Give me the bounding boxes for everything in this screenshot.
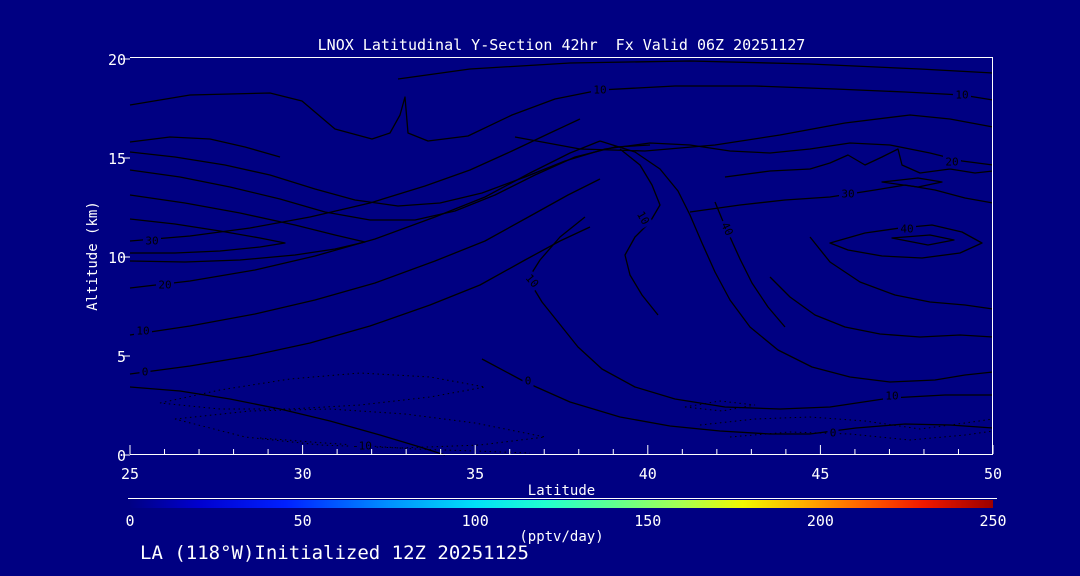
contour-line-negative: [729, 430, 994, 441]
contour-line: [881, 177, 943, 188]
colorbar-unit-label: (pptv/day): [519, 529, 604, 545]
contour-line-negative: [684, 400, 756, 412]
x-tick-label: 35: [466, 465, 485, 483]
svg-text:0: 0: [525, 375, 532, 388]
contour-line: [129, 386, 446, 456]
x-tick-label: 50: [983, 465, 1003, 483]
svg-text:0: 0: [142, 366, 149, 379]
svg-text:10: 10: [523, 272, 541, 291]
svg-text:30: 30: [145, 235, 158, 248]
contour-label: 0: [522, 374, 534, 388]
x-tick-label: 30: [293, 465, 312, 483]
y-tick-label: 10: [107, 249, 126, 267]
contour-label: 10: [134, 324, 152, 338]
svg-text:40: 40: [718, 220, 735, 238]
contour-label: 40: [717, 218, 737, 240]
colorbar-gradient: [130, 500, 993, 508]
svg-text:-10: -10: [352, 440, 372, 453]
contour-label: 20: [156, 278, 174, 292]
x-tick-label: 45: [811, 465, 830, 483]
svg-text:0: 0: [830, 427, 837, 440]
contour-line: [129, 142, 994, 207]
colorbar-tick-label: 150: [634, 512, 662, 530]
contour-line: [129, 178, 601, 336]
colorbar-tick-label: 200: [806, 512, 834, 530]
contour-line: [809, 236, 994, 310]
contour-plot-svg: 10 10 20 30 40 40 10 10 30 20 10 0 0 10 0 -10: [123, 57, 994, 456]
contour-label: 10: [591, 83, 609, 97]
y-tick-label: 20: [107, 51, 126, 69]
contour-label: 10: [632, 206, 654, 230]
svg-text:10: 10: [634, 209, 652, 227]
contour-line: [129, 118, 581, 242]
contour-line: [599, 140, 994, 383]
contour-line: [129, 140, 601, 289]
x-tick-label: 40: [638, 465, 657, 483]
contour-label: 10: [521, 269, 543, 293]
svg-text:10: 10: [955, 89, 968, 102]
svg-text:20: 20: [945, 156, 958, 169]
contour-label: 0: [827, 426, 839, 440]
contour-label: 30: [143, 234, 161, 248]
contour-line-negative: [699, 416, 994, 430]
contour-line-negative: [159, 372, 486, 410]
contour-line: [891, 234, 955, 246]
svg-text:30: 30: [841, 188, 854, 201]
colorbar-tick-label: 100: [461, 512, 489, 530]
x-tick-label: 25: [120, 465, 140, 483]
contour-line: [829, 224, 983, 259]
contour-label: 10: [953, 88, 971, 102]
svg-text:10: 10: [136, 325, 149, 338]
contour-label: 40: [898, 222, 916, 236]
plot-frame: [130, 57, 993, 455]
init-info-text: LA (118°W)Initialized 12Z 20251125: [140, 542, 529, 564]
contour-plot: 10 10 20 30 40 40 10 10 30 20 10 0 0 10 0 -10: [123, 57, 994, 456]
contour-label: 30: [839, 187, 857, 201]
contour-label: -10: [349, 439, 375, 453]
contour-line: [129, 85, 994, 142]
svg-text:10: 10: [885, 390, 898, 403]
svg-text:40: 40: [900, 223, 913, 236]
contour-label: 20: [943, 155, 961, 169]
contour-line: [514, 114, 994, 152]
y-tick-label: 5: [116, 348, 126, 366]
contour-line-negative: [259, 437, 531, 454]
plot-title: LNOX Latitudinal Y-Section 42hr Fx Valid…: [317, 36, 806, 54]
colorbar-tick-label: 0: [125, 512, 135, 530]
x-axis-title: Latitude: [527, 483, 596, 499]
contour-line: [129, 144, 651, 221]
contour-line: [769, 276, 994, 338]
contour-line: [129, 218, 286, 254]
colorbar-top-rule: [128, 498, 997, 499]
contour-line: [714, 201, 786, 328]
contour-label: 10: [883, 389, 901, 403]
contour-label: 0: [139, 365, 151, 379]
colorbar-tick-label: 250: [979, 512, 1007, 530]
contour-line: [129, 226, 591, 375]
svg-text:20: 20: [158, 279, 171, 292]
contour-line: [619, 148, 661, 316]
contour-line: [527, 216, 993, 410]
contour-line: [724, 148, 994, 178]
contour-line: [481, 358, 994, 435]
y-tick-label: 0: [116, 447, 126, 465]
contour-line: [129, 136, 281, 158]
contour-line: [397, 60, 994, 80]
svg-text:10: 10: [593, 84, 606, 97]
y-tick-label: 15: [107, 150, 126, 168]
contour-line: [689, 184, 994, 213]
colorbar-tick-label: 50: [293, 512, 312, 530]
